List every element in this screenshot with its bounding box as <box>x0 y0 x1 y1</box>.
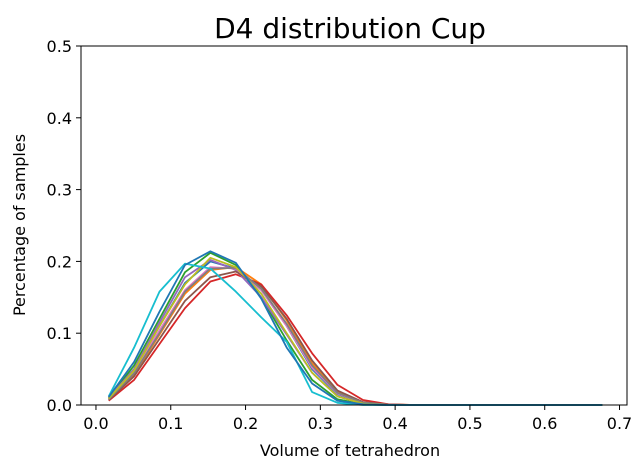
y-tick-label: 0.3 <box>47 181 72 200</box>
series-line-6 <box>108 270 603 406</box>
y-tick-label: 0.0 <box>47 396 72 415</box>
chart-title: D4 distribution Cup <box>214 12 486 45</box>
x-tick-label: 0.4 <box>382 414 407 433</box>
x-tick-label: 0.5 <box>457 414 482 433</box>
x-tick-label: 0.2 <box>233 414 258 433</box>
x-tick-label: 0.0 <box>83 414 108 433</box>
series-line-5 <box>108 259 603 406</box>
x-axis-label: Volume of tetrahedron <box>260 441 440 460</box>
series-line-10 <box>107 262 603 406</box>
y-axis: 0.0 0.1 0.2 0.3 0.4 0.5 <box>47 37 81 415</box>
x-tick-label: 0.6 <box>532 414 557 433</box>
x-tick-label: 0.1 <box>158 414 183 433</box>
x-tick-label: 0.3 <box>308 414 333 433</box>
y-tick-label: 0.2 <box>47 252 72 271</box>
x-axis: 0.0 0.1 0.2 0.3 0.4 0.5 0.6 0.7 <box>83 405 632 433</box>
y-tick-label: 0.4 <box>47 109 72 128</box>
series-line-11 <box>107 250 603 406</box>
series-line-3 <box>107 251 603 406</box>
x-tick-label: 0.7 <box>607 414 632 433</box>
y-tick-label: 0.5 <box>47 37 72 56</box>
series-layer <box>107 250 603 406</box>
y-axis-label: Percentage of samples <box>10 134 29 316</box>
plot-frame <box>80 45 628 406</box>
y-tick-label: 0.1 <box>47 324 72 343</box>
